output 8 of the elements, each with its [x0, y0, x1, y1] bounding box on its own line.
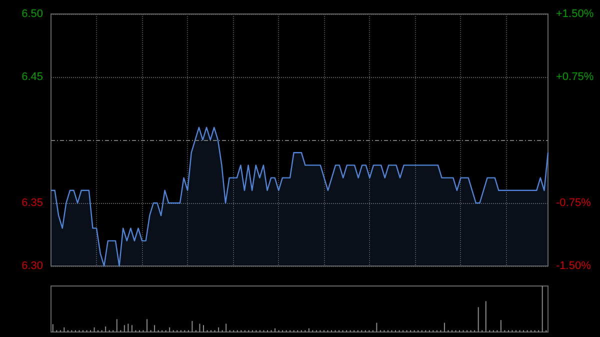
- y-tick-label: 6.30: [22, 260, 43, 272]
- y-tick-label: 6.45: [22, 71, 43, 83]
- y2-tick-label: -1.50%: [556, 260, 592, 272]
- y2-tick-label: +0.75%: [556, 71, 594, 83]
- y2-tick-label: +1.50%: [556, 8, 594, 20]
- y-tick-label: 6.35: [22, 197, 43, 209]
- y2-tick-label: -0.75%: [556, 197, 592, 209]
- y-tick-label: 6.50: [22, 8, 43, 20]
